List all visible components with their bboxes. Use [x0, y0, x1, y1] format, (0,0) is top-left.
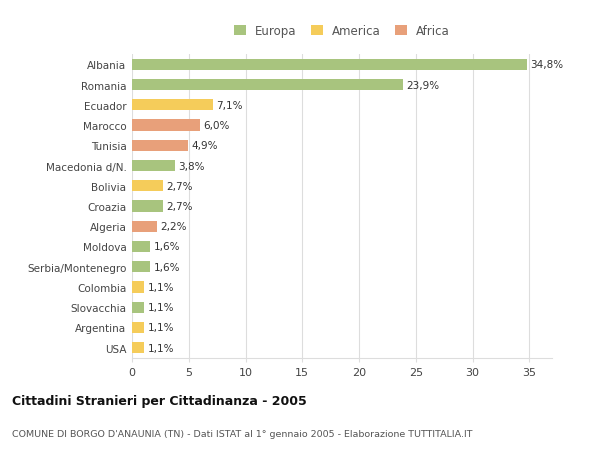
Bar	[132, 322, 145, 333]
Bar	[132, 120, 200, 131]
Text: 1,1%: 1,1%	[148, 343, 175, 353]
Bar	[132, 221, 157, 232]
Legend: Europa, America, Africa: Europa, America, Africa	[230, 22, 454, 42]
Text: 34,8%: 34,8%	[530, 60, 563, 70]
Bar	[132, 181, 163, 192]
Bar	[132, 241, 150, 252]
Text: 1,6%: 1,6%	[154, 262, 180, 272]
Text: 2,7%: 2,7%	[166, 202, 193, 212]
Bar	[132, 302, 145, 313]
Bar	[132, 262, 150, 273]
Bar	[132, 60, 527, 71]
Text: 1,1%: 1,1%	[148, 282, 175, 292]
Bar	[132, 282, 145, 293]
Text: 1,6%: 1,6%	[154, 242, 180, 252]
Text: 2,7%: 2,7%	[166, 181, 193, 191]
Text: 23,9%: 23,9%	[407, 80, 440, 90]
Text: 7,1%: 7,1%	[216, 101, 242, 111]
Text: 1,1%: 1,1%	[148, 302, 175, 313]
Bar	[132, 201, 163, 212]
Bar	[132, 161, 175, 172]
Bar	[132, 100, 212, 111]
Text: 6,0%: 6,0%	[203, 121, 230, 131]
Text: 2,2%: 2,2%	[160, 222, 187, 232]
Text: Cittadini Stranieri per Cittadinanza - 2005: Cittadini Stranieri per Cittadinanza - 2…	[12, 394, 307, 407]
Text: 3,8%: 3,8%	[179, 161, 205, 171]
Text: 4,9%: 4,9%	[191, 141, 218, 151]
Bar	[132, 342, 145, 353]
Text: COMUNE DI BORGO D'ANAUNIA (TN) - Dati ISTAT al 1° gennaio 2005 - Elaborazione TU: COMUNE DI BORGO D'ANAUNIA (TN) - Dati IS…	[12, 429, 473, 438]
Text: 1,1%: 1,1%	[148, 323, 175, 333]
Bar	[132, 140, 188, 151]
Bar	[132, 80, 403, 91]
